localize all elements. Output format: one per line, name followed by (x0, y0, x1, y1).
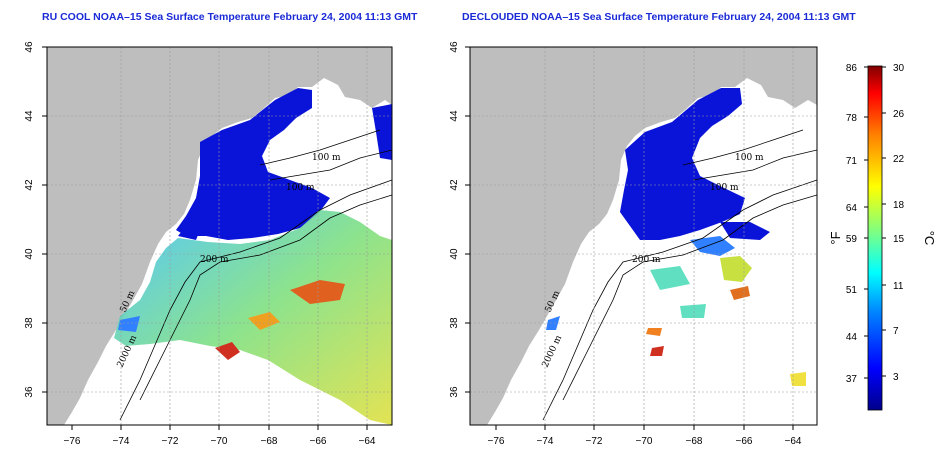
x-tick-label: −68 (261, 436, 278, 447)
y-tick-label: 38 (449, 317, 460, 329)
x-tick-label: −76 (64, 436, 81, 447)
x-tick-label: −70 (211, 436, 228, 447)
right-gridlines (470, 47, 817, 425)
colorbar-celsius-label: °C (922, 231, 937, 246)
f-tick-label: 51 (846, 285, 858, 296)
x-tick-label: −68 (686, 436, 703, 447)
right-land (470, 47, 817, 425)
x-tick-label: −64 (359, 436, 376, 447)
left-panel-title: RU COOL NOAA–15 Sea Surface Temperature … (42, 11, 418, 23)
left-gridlines (47, 47, 392, 425)
right-y-tick-labels: 46 44 42 40 38 36 (449, 41, 460, 398)
f-tick-label: 44 (846, 332, 858, 343)
y-tick-label: 36 (24, 386, 35, 398)
y-tick-label: 46 (449, 41, 460, 53)
left-map: 100 m 100 m 200 m 50 m 2000 m (47, 47, 392, 425)
c-tick-label: 26 (893, 109, 905, 120)
colorbar-c-ticks: 30 26 22 18 15 11 7 3 (893, 63, 905, 383)
right-axis-ticks (465, 46, 794, 430)
f-tick-label: 86 (846, 63, 858, 74)
c-tick-label: 18 (893, 200, 905, 211)
f-tick-label: 37 (846, 374, 858, 385)
left-isobath-label: 200 m (200, 255, 229, 265)
x-tick-label: −76 (488, 436, 505, 447)
right-x-tick-labels: −76 −74 −72 −70 −68 −66 −64 (488, 436, 802, 447)
left-cold-water (176, 88, 330, 240)
left-y-tick-labels: 46 44 42 40 38 36 (24, 41, 35, 398)
colorbar-fahrenheit-label: °F (828, 231, 843, 244)
y-tick-label: 44 (24, 110, 35, 122)
x-tick-label: −72 (586, 436, 603, 447)
x-tick-label: −70 (636, 436, 653, 447)
right-isobath-label: 100 m (710, 183, 739, 193)
x-tick-label: −74 (113, 436, 130, 447)
f-tick-label: 59 (846, 234, 858, 245)
left-isobath-label: 100 m (286, 183, 315, 193)
colorbar-gradient (867, 65, 883, 411)
right-isobath-label: 100 m (735, 153, 764, 163)
right-cold-water (620, 88, 745, 240)
y-tick-label: 36 (449, 386, 460, 398)
right-isobath-label: 200 m (632, 255, 661, 265)
c-tick-label: 7 (893, 326, 899, 337)
colorbar-f-ticks: 86 78 71 64 59 51 44 37 (846, 63, 858, 385)
y-tick-label: 38 (24, 317, 35, 329)
y-tick-label: 40 (449, 248, 460, 260)
c-tick-label: 22 (893, 154, 905, 165)
y-tick-label: 42 (24, 179, 35, 191)
c-tick-label: 30 (893, 63, 905, 74)
x-tick-label: −66 (310, 436, 327, 447)
c-tick-label: 11 (893, 281, 904, 292)
x-tick-label: −66 (736, 436, 753, 447)
c-tick-label: 15 (893, 234, 905, 245)
left-axis-ticks (42, 46, 368, 430)
colorbar: 86 78 71 64 59 51 44 37 30 26 22 18 15 1… (828, 63, 937, 411)
right-map: 100 m 100 m 200 m 50 m 2000 m (470, 47, 817, 425)
y-tick-label: 40 (24, 248, 35, 260)
f-tick-label: 78 (846, 113, 858, 124)
right-panel-title: DECLOUDED NOAA–15 Sea Surface Temperatur… (462, 11, 856, 23)
left-isobath-label: 100 m (312, 153, 341, 163)
y-tick-label: 44 (449, 110, 460, 122)
x-tick-label: −64 (785, 436, 802, 447)
left-x-tick-labels: −76 −74 −72 −70 −68 −66 −64 (64, 436, 376, 447)
f-tick-label: 64 (846, 203, 858, 214)
y-tick-label: 42 (449, 179, 460, 191)
x-tick-label: −72 (162, 436, 179, 447)
x-tick-label: −74 (537, 436, 554, 447)
y-tick-label: 46 (24, 41, 35, 53)
left-land (47, 47, 392, 425)
c-tick-label: 3 (893, 372, 899, 383)
f-tick-label: 71 (846, 156, 858, 167)
